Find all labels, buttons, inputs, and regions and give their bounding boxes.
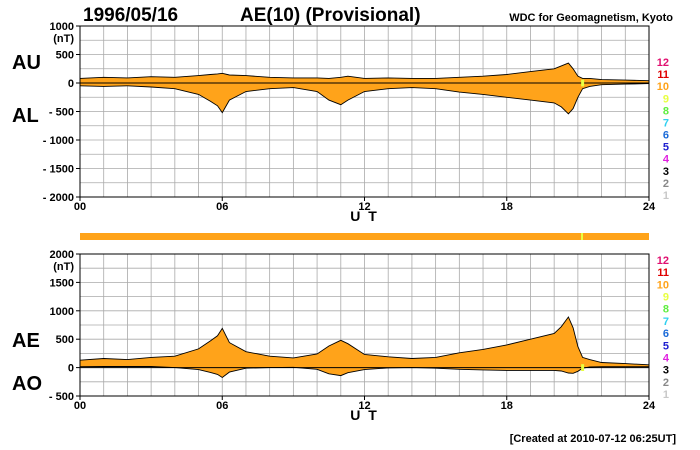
station-count-number: 11: [657, 267, 669, 279]
created-timestamp: [Created at 2010-07-12 06:25UT]: [510, 433, 677, 445]
y-unit-label: (nT): [53, 261, 74, 273]
station-count-number: 10: [657, 81, 669, 93]
station-count-number: 9: [663, 93, 669, 105]
x-tick-label: 24: [643, 201, 656, 213]
station-count-number: 1: [663, 190, 669, 202]
x-tick-label: 12: [358, 201, 370, 213]
x-axis-label: U T: [350, 407, 379, 423]
y-tick-label: - 500: [49, 107, 74, 119]
y-tick-label: - 500: [49, 391, 74, 403]
plot-title: AE(10) (Provisional): [240, 5, 421, 26]
y-tick-label: 2000: [50, 249, 74, 261]
lower-envelope-line: [79, 83, 650, 115]
station-count-number: 9: [663, 292, 669, 304]
y-tick-label: - 1500: [43, 164, 74, 176]
y-tick-label: 500: [56, 50, 74, 62]
plot-date: 1996/05/16: [83, 5, 178, 26]
station-count-number: 6: [663, 328, 669, 340]
station-count-number: 8: [663, 105, 669, 117]
y-tick-label: 0: [68, 78, 74, 90]
station-count-number: 11: [657, 69, 669, 81]
x-tick-label: 18: [501, 201, 513, 213]
station-count-number: 12: [657, 255, 669, 267]
y-tick-label: 0: [68, 363, 74, 375]
station-count-number: 12: [657, 57, 669, 69]
y-unit-label: (nT): [53, 33, 74, 45]
index-envelope-area: [80, 63, 649, 114]
side-label-upper: AU: [12, 52, 41, 74]
side-label-upper: AE: [12, 330, 40, 352]
x-tick-label: 18: [501, 400, 513, 412]
data-status-strip: [80, 233, 649, 240]
organization-label: WDC for Geomagnetism, Kyoto: [509, 12, 673, 24]
x-axis-label: U T: [350, 208, 379, 224]
y-tick-label: 1000: [50, 306, 74, 318]
upper-envelope-line: [79, 62, 650, 82]
station-count-number: 2: [663, 377, 669, 389]
y-tick-label: 500: [56, 334, 74, 346]
index-envelope-area: [80, 317, 649, 378]
station-count-number: 10: [657, 279, 669, 291]
y-tick-label: 1500: [50, 277, 74, 289]
station-count-number: 7: [663, 117, 669, 129]
x-tick-label: 00: [74, 201, 86, 213]
side-label-lower: AL: [12, 105, 39, 127]
station-count-number: 3: [663, 365, 669, 377]
lower-envelope-line: [79, 366, 649, 379]
x-tick-label: 00: [74, 400, 86, 412]
x-tick-label: 06: [216, 400, 228, 412]
y-tick-label: - 2000: [43, 192, 74, 204]
y-tick-label: 1000: [50, 21, 74, 33]
station-count-number: 4: [663, 352, 670, 364]
upper-envelope-line: [79, 316, 650, 366]
y-tick-label: - 1000: [43, 135, 74, 147]
station-count-number: 5: [663, 142, 669, 154]
x-tick-label: 06: [216, 201, 228, 213]
station-count-number: 3: [663, 166, 669, 178]
side-label-lower: AO: [12, 373, 42, 395]
station-count-number: 7: [663, 316, 669, 328]
station-count-number: 2: [663, 178, 669, 190]
station-count-number: 1: [663, 389, 669, 401]
station-count-number: 4: [663, 154, 670, 166]
x-tick-label: 24: [643, 400, 656, 412]
status-strip-marker: [581, 233, 583, 240]
station-count-number: 6: [663, 130, 669, 142]
x-tick-label: 12: [358, 400, 370, 412]
station-count-number: 5: [663, 340, 669, 352]
au-al-panel: 1000 500 0 - 500 - 1000 - 1500 - 2000 (nT) 00 06 1…: [12, 21, 670, 224]
station-count-number: 8: [663, 304, 669, 316]
